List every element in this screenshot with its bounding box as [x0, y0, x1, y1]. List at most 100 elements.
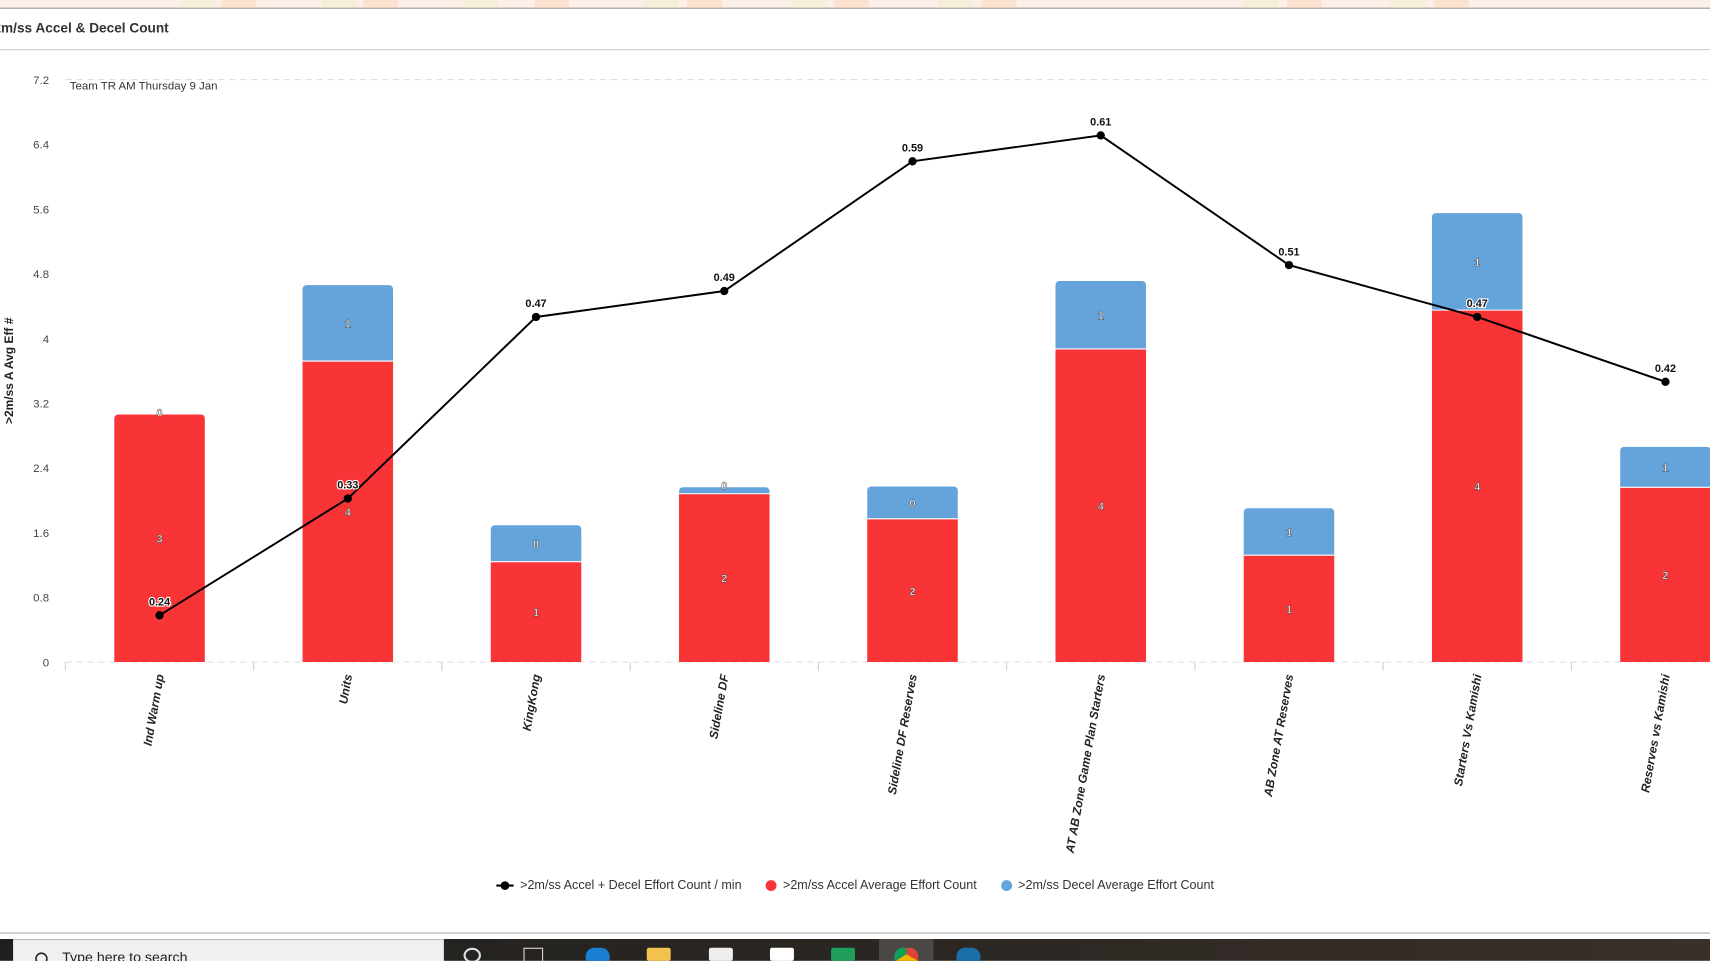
- line-data-label: 0.42: [1655, 363, 1676, 375]
- accel-data-label: 3: [157, 534, 163, 546]
- line-point: [908, 157, 917, 166]
- decel-data-label: 1: [1098, 310, 1104, 322]
- legend-label: >2m/ss Accel Average Effort Count: [782, 879, 977, 893]
- app-icon[interactable]: [956, 947, 981, 961]
- line-data-label: 0.61: [1090, 117, 1111, 129]
- y-axis-title: >2m/ss A Avg Eff #: [2, 317, 16, 424]
- cortana-icon[interactable]: [463, 947, 481, 961]
- bar-accel: [1243, 555, 1335, 662]
- bar-decel: [679, 487, 770, 494]
- x-category-label: Reserves vs Kamishi: [1638, 673, 1673, 794]
- legend-label: >2m/ss Accel + Decel Effort Count / min: [520, 879, 742, 893]
- line-point: [1284, 260, 1294, 270]
- y-tick-label: 4: [43, 334, 50, 346]
- windows-taskbar: Type here to search: [0, 939, 1710, 961]
- line-point: [531, 312, 541, 322]
- legend-item-decel[interactable]: >2m/ss Decel Average Effort Count: [1000, 879, 1214, 893]
- decel-data-label: 0: [721, 480, 727, 492]
- line-point: [1661, 377, 1670, 386]
- line-marker-icon: [496, 881, 514, 890]
- chrome-icon: [894, 947, 919, 961]
- excel-icon[interactable]: [831, 947, 856, 961]
- bar-decel: [1431, 213, 1523, 311]
- y-tick-label: 3.2: [33, 399, 49, 411]
- bar-accel: [302, 361, 394, 662]
- line-data-label: 0.24: [149, 596, 170, 608]
- line-point: [1096, 131, 1105, 140]
- x-category-label: KingKong: [520, 673, 544, 732]
- store-icon[interactable]: [769, 947, 794, 961]
- line-data-label: 0.33: [337, 480, 358, 492]
- line-data-label: 0.47: [525, 298, 546, 310]
- y-tick-label: 0.8: [33, 593, 49, 605]
- red-dot-icon: [765, 880, 777, 892]
- bar-accel: [679, 493, 770, 662]
- bar-accel: [1620, 487, 1710, 662]
- legend-item-accel[interactable]: >2m/ss Accel Average Effort Count: [765, 879, 977, 893]
- accel-data-label: 2: [721, 573, 727, 585]
- x-category-label: Ind Warm up: [141, 673, 167, 747]
- chart-legend: >2m/ss Accel + Decel Effort Count / min …: [0, 879, 1710, 892]
- decel-data-label: 0: [909, 498, 915, 510]
- task-view-icon[interactable]: [523, 947, 544, 961]
- accel-data-label: 4: [1098, 501, 1104, 513]
- accel-data-label: 2: [1662, 570, 1668, 582]
- bar-accel: [1055, 348, 1147, 662]
- mail-icon[interactable]: [708, 947, 733, 961]
- bar-decel: [1243, 508, 1335, 556]
- bar-decel: [1055, 281, 1147, 349]
- file-explorer-icon[interactable]: [646, 947, 671, 961]
- line-point: [343, 494, 352, 503]
- accel-data-label: 4: [345, 507, 351, 519]
- line-data-label: 0.51: [1278, 246, 1299, 258]
- taskbar-search-input[interactable]: Type here to search: [13, 939, 444, 961]
- decel-data-label: 1: [1286, 527, 1292, 539]
- decel-data-label: 1: [1662, 462, 1668, 474]
- line-point: [720, 286, 729, 296]
- bar-decel: [1620, 446, 1710, 488]
- divider: [0, 932, 1710, 934]
- edge-icon[interactable]: [585, 947, 610, 961]
- legend-item-line[interactable]: >2m/ss Accel + Decel Effort Count / min: [496, 879, 742, 893]
- legend-label: >2m/ss Decel Average Effort Count: [1018, 879, 1214, 893]
- accel-data-label: 1: [533, 607, 539, 619]
- search-placeholder: Type here to search: [62, 948, 188, 961]
- line-point: [155, 611, 164, 620]
- line-data-label: 0.49: [714, 272, 735, 284]
- y-tick-label: 6.4: [33, 140, 50, 152]
- y-tick-label: 5.6: [33, 204, 49, 216]
- line-data-label: 0.47: [1467, 298, 1488, 310]
- y-tick-label: 1.6: [33, 528, 49, 540]
- accel-data-label: 4: [1474, 481, 1480, 493]
- decel-data-label: 0: [533, 539, 539, 551]
- bar-decel: [867, 486, 958, 519]
- bar-decel: [490, 525, 582, 562]
- line-data-label: 0.59: [902, 143, 923, 155]
- chart-subtitle: Team TR AM Thursday 9 Jan: [70, 80, 218, 92]
- decel-data-label: 0: [157, 408, 163, 420]
- top-tab-strip: [0, 0, 1710, 9]
- x-category-label: AT AB Zone Game Plan Starters: [1063, 673, 1108, 855]
- decel-data-label: 1: [345, 318, 351, 330]
- x-category-label: Sideline DF Reserves: [885, 673, 920, 796]
- accel-data-label: 2: [909, 586, 915, 598]
- combo-chart: Team TR AM Thursday 9 Jan >2m/ss A Avg E…: [2, 75, 1710, 855]
- bar-accel: [867, 518, 958, 662]
- y-tick-label: 7.2: [33, 75, 49, 87]
- accel-data-label: 1: [1286, 604, 1292, 616]
- y-tick-label: 0: [43, 657, 49, 669]
- chrome-taskbar-button[interactable]: [879, 939, 934, 961]
- visual-header: 2m/ss Accel & Decel Count: [0, 9, 1710, 51]
- visual-title: 2m/ss Accel & Decel Count: [0, 20, 169, 36]
- x-category-label: AB Zone AT Reserves: [1261, 673, 1297, 799]
- bar-accel: [490, 561, 582, 662]
- y-tick-label: 2.4: [33, 463, 50, 475]
- x-category-label: Units: [336, 673, 355, 705]
- decel-data-label: 1: [1474, 257, 1480, 269]
- line-point: [1473, 312, 1482, 322]
- x-category-label: Sideline DF: [706, 673, 731, 740]
- search-icon: [35, 952, 48, 961]
- bar-accel: [1431, 310, 1523, 662]
- bar-decel: [302, 285, 394, 362]
